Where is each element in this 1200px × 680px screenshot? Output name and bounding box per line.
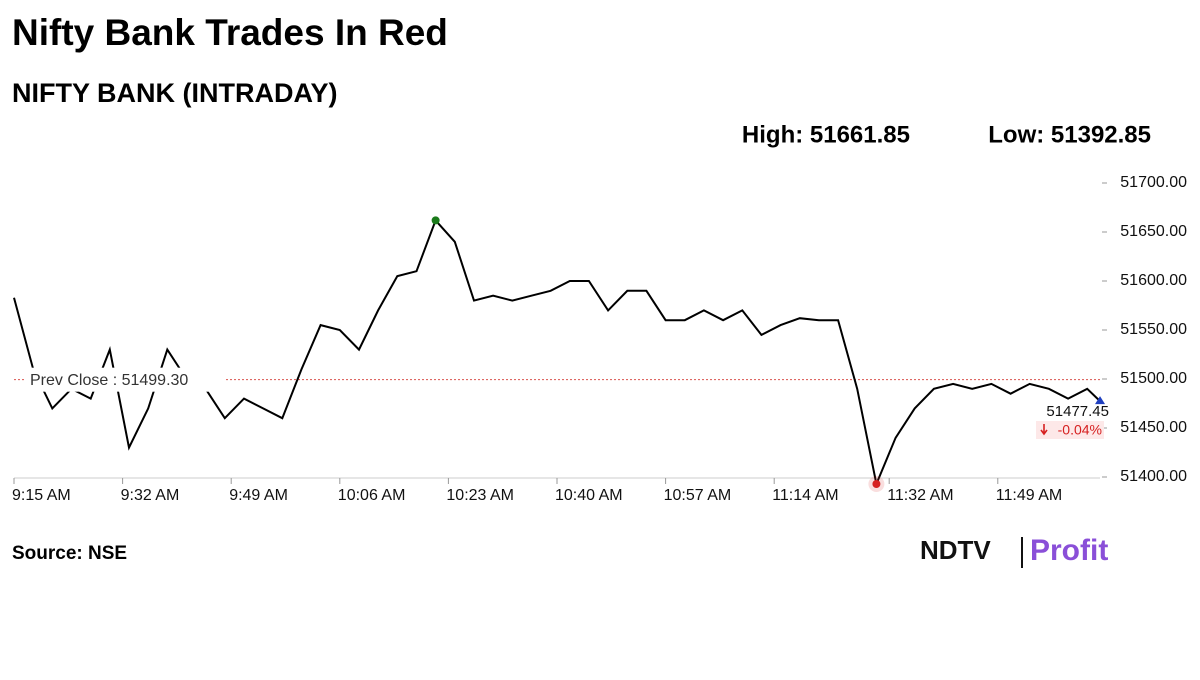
chart-title: Nifty Bank Trades In Red xyxy=(12,12,448,53)
x-tick-label: 10:06 AM xyxy=(338,487,406,504)
y-tick-label: 51600.00 xyxy=(1120,272,1187,289)
change-label: -0.04% xyxy=(1058,422,1102,438)
x-tick-label: 10:40 AM xyxy=(555,487,623,504)
high-label: High: 51661.85 xyxy=(742,121,910,148)
x-tick-label: 11:14 AM xyxy=(772,487,838,504)
x-tick-label: 11:49 AM xyxy=(996,487,1062,504)
y-tick-label: 51450.00 xyxy=(1120,419,1187,436)
y-tick-label: 51400.00 xyxy=(1120,468,1187,485)
change-arrow xyxy=(1040,424,1048,436)
chart-subtitle: NIFTY BANK (INTRADAY) xyxy=(12,78,338,108)
reference-label: Prev Close : 51499.30 xyxy=(30,372,188,389)
y-tick-label: 51650.00 xyxy=(1120,223,1187,240)
x-tick-label: 11:32 AM xyxy=(887,487,953,504)
x-tick-label: 10:23 AM xyxy=(446,487,514,504)
y-tick-label: 51500.00 xyxy=(1120,370,1187,387)
change-bg xyxy=(1036,421,1104,439)
high-marker xyxy=(431,216,440,225)
x-tick-label: 10:57 AM xyxy=(664,487,732,504)
low-label: Low: 51392.85 xyxy=(988,121,1151,148)
x-tick-label: 9:32 AM xyxy=(121,487,180,504)
y-tick-label: 51700.00 xyxy=(1120,174,1187,191)
last-marker xyxy=(1095,396,1105,405)
y-tick-label: 51550.00 xyxy=(1120,321,1187,338)
last-value-label: 51477.45 xyxy=(1046,403,1109,420)
price-line xyxy=(13,218,1101,488)
low-marker xyxy=(872,480,881,489)
reference-label-bg xyxy=(24,367,224,392)
source: Source: NSE xyxy=(12,543,127,564)
logo-profit: Profit xyxy=(1030,534,1108,567)
x-tick-label: 9:49 AM xyxy=(229,487,288,504)
logo-ndtv: NDTV xyxy=(920,535,991,565)
x-tick-label: 9:15 AM xyxy=(12,487,71,504)
